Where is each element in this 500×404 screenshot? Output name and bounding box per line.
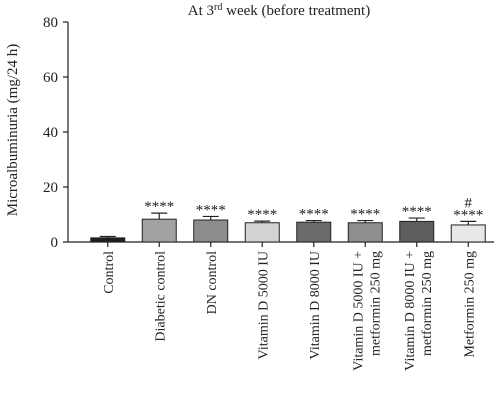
x-tick-label: DN control <box>205 251 220 314</box>
significance-label: **** <box>144 199 174 215</box>
bar <box>244 222 280 243</box>
significance-label: **** <box>196 202 226 218</box>
plot-area: 0 20 40 60 80 Control **** Diabetic control ****… <box>43 15 494 371</box>
bar <box>296 221 332 243</box>
bar <box>193 219 229 243</box>
significance-label: **** <box>299 207 329 223</box>
significance-label: **** <box>247 207 277 223</box>
bar <box>90 237 126 243</box>
bar <box>399 220 435 243</box>
bar <box>450 224 486 243</box>
x-tick-label: Diabetic control <box>153 251 168 342</box>
y-tick-label: 0 <box>51 235 59 251</box>
y-tick-label: 40 <box>43 125 58 141</box>
x-tick-label: Metformin 250 mg <box>462 251 477 358</box>
bar <box>347 222 383 243</box>
chart-title: At 3rd week (before treatment) <box>188 2 370 20</box>
x-tick-label: Vitamin D 5000 IU + <box>351 251 366 371</box>
significance-label: **** <box>453 207 483 223</box>
x-tick-label: Vitamin D 8000 IU + <box>403 251 418 371</box>
y-axis-label: Microalbuminuria (mg/24 h) <box>5 44 21 216</box>
y-tick-label: 80 <box>43 15 58 31</box>
significance-extra-label: # <box>465 195 473 211</box>
y-tick-label: 60 <box>43 70 58 86</box>
x-tick-label: Vitamin D 8000 IU <box>308 251 323 359</box>
x-tick-label: metformin 250 mg <box>420 251 435 356</box>
chart-title-suffix: week (before treatment) <box>222 3 370 19</box>
bar <box>141 218 177 243</box>
x-tick-label: metformin 250 mg <box>368 251 383 356</box>
y-tick-label: 20 <box>43 180 58 196</box>
significance-label: **** <box>350 207 380 223</box>
chart-title-superscript: rd <box>214 2 222 13</box>
x-tick-label: Vitamin D 5000 IU <box>256 251 271 359</box>
x-tick-label: Control <box>102 251 117 294</box>
significance-label: **** <box>402 204 432 220</box>
chart-title-prefix: At 3 <box>188 3 214 19</box>
